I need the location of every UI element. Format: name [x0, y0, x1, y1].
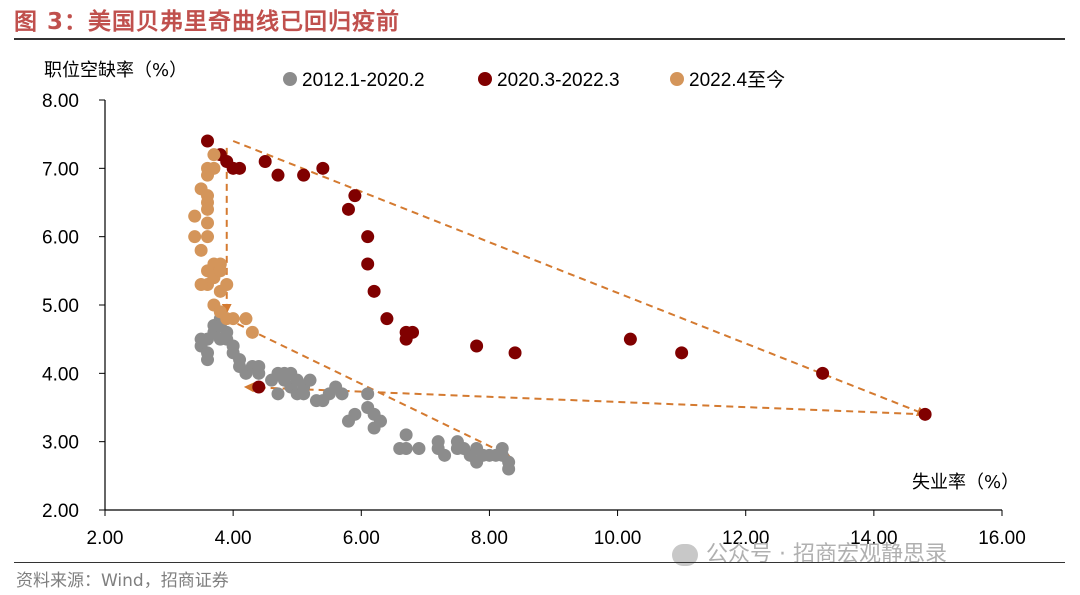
data-point-series-2: [918, 407, 932, 421]
x-tick-label: 10.00: [594, 528, 642, 549]
data-point-series-2: [508, 346, 522, 360]
y-tick-label: 6.00: [42, 228, 79, 249]
data-point-series-2: [341, 202, 355, 216]
legend-label-series-1: 2012.1-2020.2: [302, 70, 425, 91]
data-point-series-3: [201, 230, 215, 244]
x-tick-label: 12.00: [722, 528, 770, 549]
axis-ticks: 2.00 4.00 6.00 8.00 10.00 12.00 14.00 16.00 2.00…: [42, 91, 1026, 549]
data-point-series-2: [470, 339, 484, 353]
footer-divider: [14, 562, 1065, 563]
data-point-series-1: [502, 462, 516, 476]
data-point-series-2: [201, 134, 215, 148]
title-divider: [14, 38, 1065, 40]
data-point-series-1: [335, 387, 349, 401]
data-point-series-3: [194, 278, 208, 291]
legend-marker-series-3: [670, 72, 684, 86]
data-point-series-2: [252, 380, 266, 394]
trend-arrow-4: [226, 317, 511, 457]
data-point-series-2: [816, 366, 830, 380]
data-point-series-1: [412, 442, 426, 455]
x-axis-label: 失业率（%）: [912, 472, 1019, 493]
source-note: 资料来源：Wind，招商证券: [16, 571, 229, 591]
data-point-series-3: [226, 312, 240, 326]
data-point-series-1: [438, 448, 452, 462]
data-point-series-1: [361, 387, 375, 401]
trend-arrow-1: [232, 140, 927, 417]
data-point-series-2: [258, 155, 272, 168]
data-point-series-2: [271, 168, 285, 182]
y-tick-label: 8.00: [42, 91, 79, 112]
data-point-series-3: [220, 278, 234, 291]
legend: 2012.1-2020.2 2020.3-2022.3 2022.4至今: [283, 69, 785, 91]
legend-label-series-3: 2022.4至今: [689, 69, 785, 91]
x-tick-label: 14.00: [850, 528, 898, 549]
data-point-series-1: [201, 353, 215, 367]
data-point-series-2: [348, 189, 362, 203]
data-point-series-1: [252, 360, 266, 373]
x-tick-label: 6.00: [343, 528, 380, 549]
data-point-series-2: [399, 332, 413, 346]
trend-arrows: [221, 140, 927, 457]
legend-marker-series-1: [283, 72, 297, 86]
y-tick-label: 7.00: [42, 159, 79, 180]
data-point-series-2: [316, 161, 330, 175]
watermark: 公众号 · 招商宏观静思录: [672, 536, 947, 568]
legend-label-series-2: 2020.3-2022.3: [497, 70, 620, 91]
x-tick-label: 8.00: [471, 528, 508, 549]
y-tick-label: 4.00: [42, 364, 79, 385]
data-point-series-1: [399, 442, 413, 455]
data-point-series-3: [201, 216, 215, 230]
figure-title: 图 3：美国贝弗里奇曲线已回归疫前: [14, 9, 401, 35]
y-tick-label: 5.00: [42, 296, 79, 317]
x-tick-label: 2.00: [87, 528, 124, 549]
data-point-series-1: [303, 373, 317, 387]
data-point-series-3: [213, 264, 227, 278]
data-point-series-2: [361, 230, 375, 244]
wechat-icon: [672, 544, 698, 566]
data-point-series-2: [361, 257, 375, 271]
data-point-series-3: [188, 209, 202, 223]
data-point-series-2: [380, 312, 394, 326]
data-point-series-1: [271, 387, 285, 401]
data-point-series-3: [194, 243, 208, 257]
x-tick-label: 4.00: [215, 528, 252, 549]
data-point-series-1: [348, 407, 362, 421]
x-tick-label: 16.00: [978, 528, 1026, 549]
y-tick-label: 2.00: [42, 501, 79, 522]
data-points: [188, 134, 932, 476]
data-point-series-1: [399, 428, 413, 442]
y-tick-label: 3.00: [42, 433, 79, 454]
data-point-series-2: [297, 168, 311, 182]
data-point-series-3: [201, 202, 215, 216]
data-point-series-3: [201, 168, 215, 182]
data-point-series-2: [623, 332, 637, 346]
beveridge-chart: 2.00 4.00 6.00 8.00 10.00 12.00 14.00 16.00 2.00…: [42, 60, 1026, 549]
watermark-text: 公众号 · 招商宏观静思录: [706, 542, 947, 567]
data-point-series-1: [367, 421, 381, 435]
data-point-series-2: [367, 284, 381, 298]
legend-marker-series-2: [478, 72, 492, 86]
y-axis-label: 职位空缺率（%）: [44, 60, 187, 81]
data-point-series-3: [188, 230, 202, 244]
data-point-series-3: [207, 148, 221, 162]
data-point-series-3: [245, 325, 259, 339]
data-point-series-2: [675, 346, 689, 360]
trend-arrow-2: [243, 382, 926, 416]
data-point-series-3: [239, 312, 253, 326]
data-point-series-1: [226, 339, 240, 353]
